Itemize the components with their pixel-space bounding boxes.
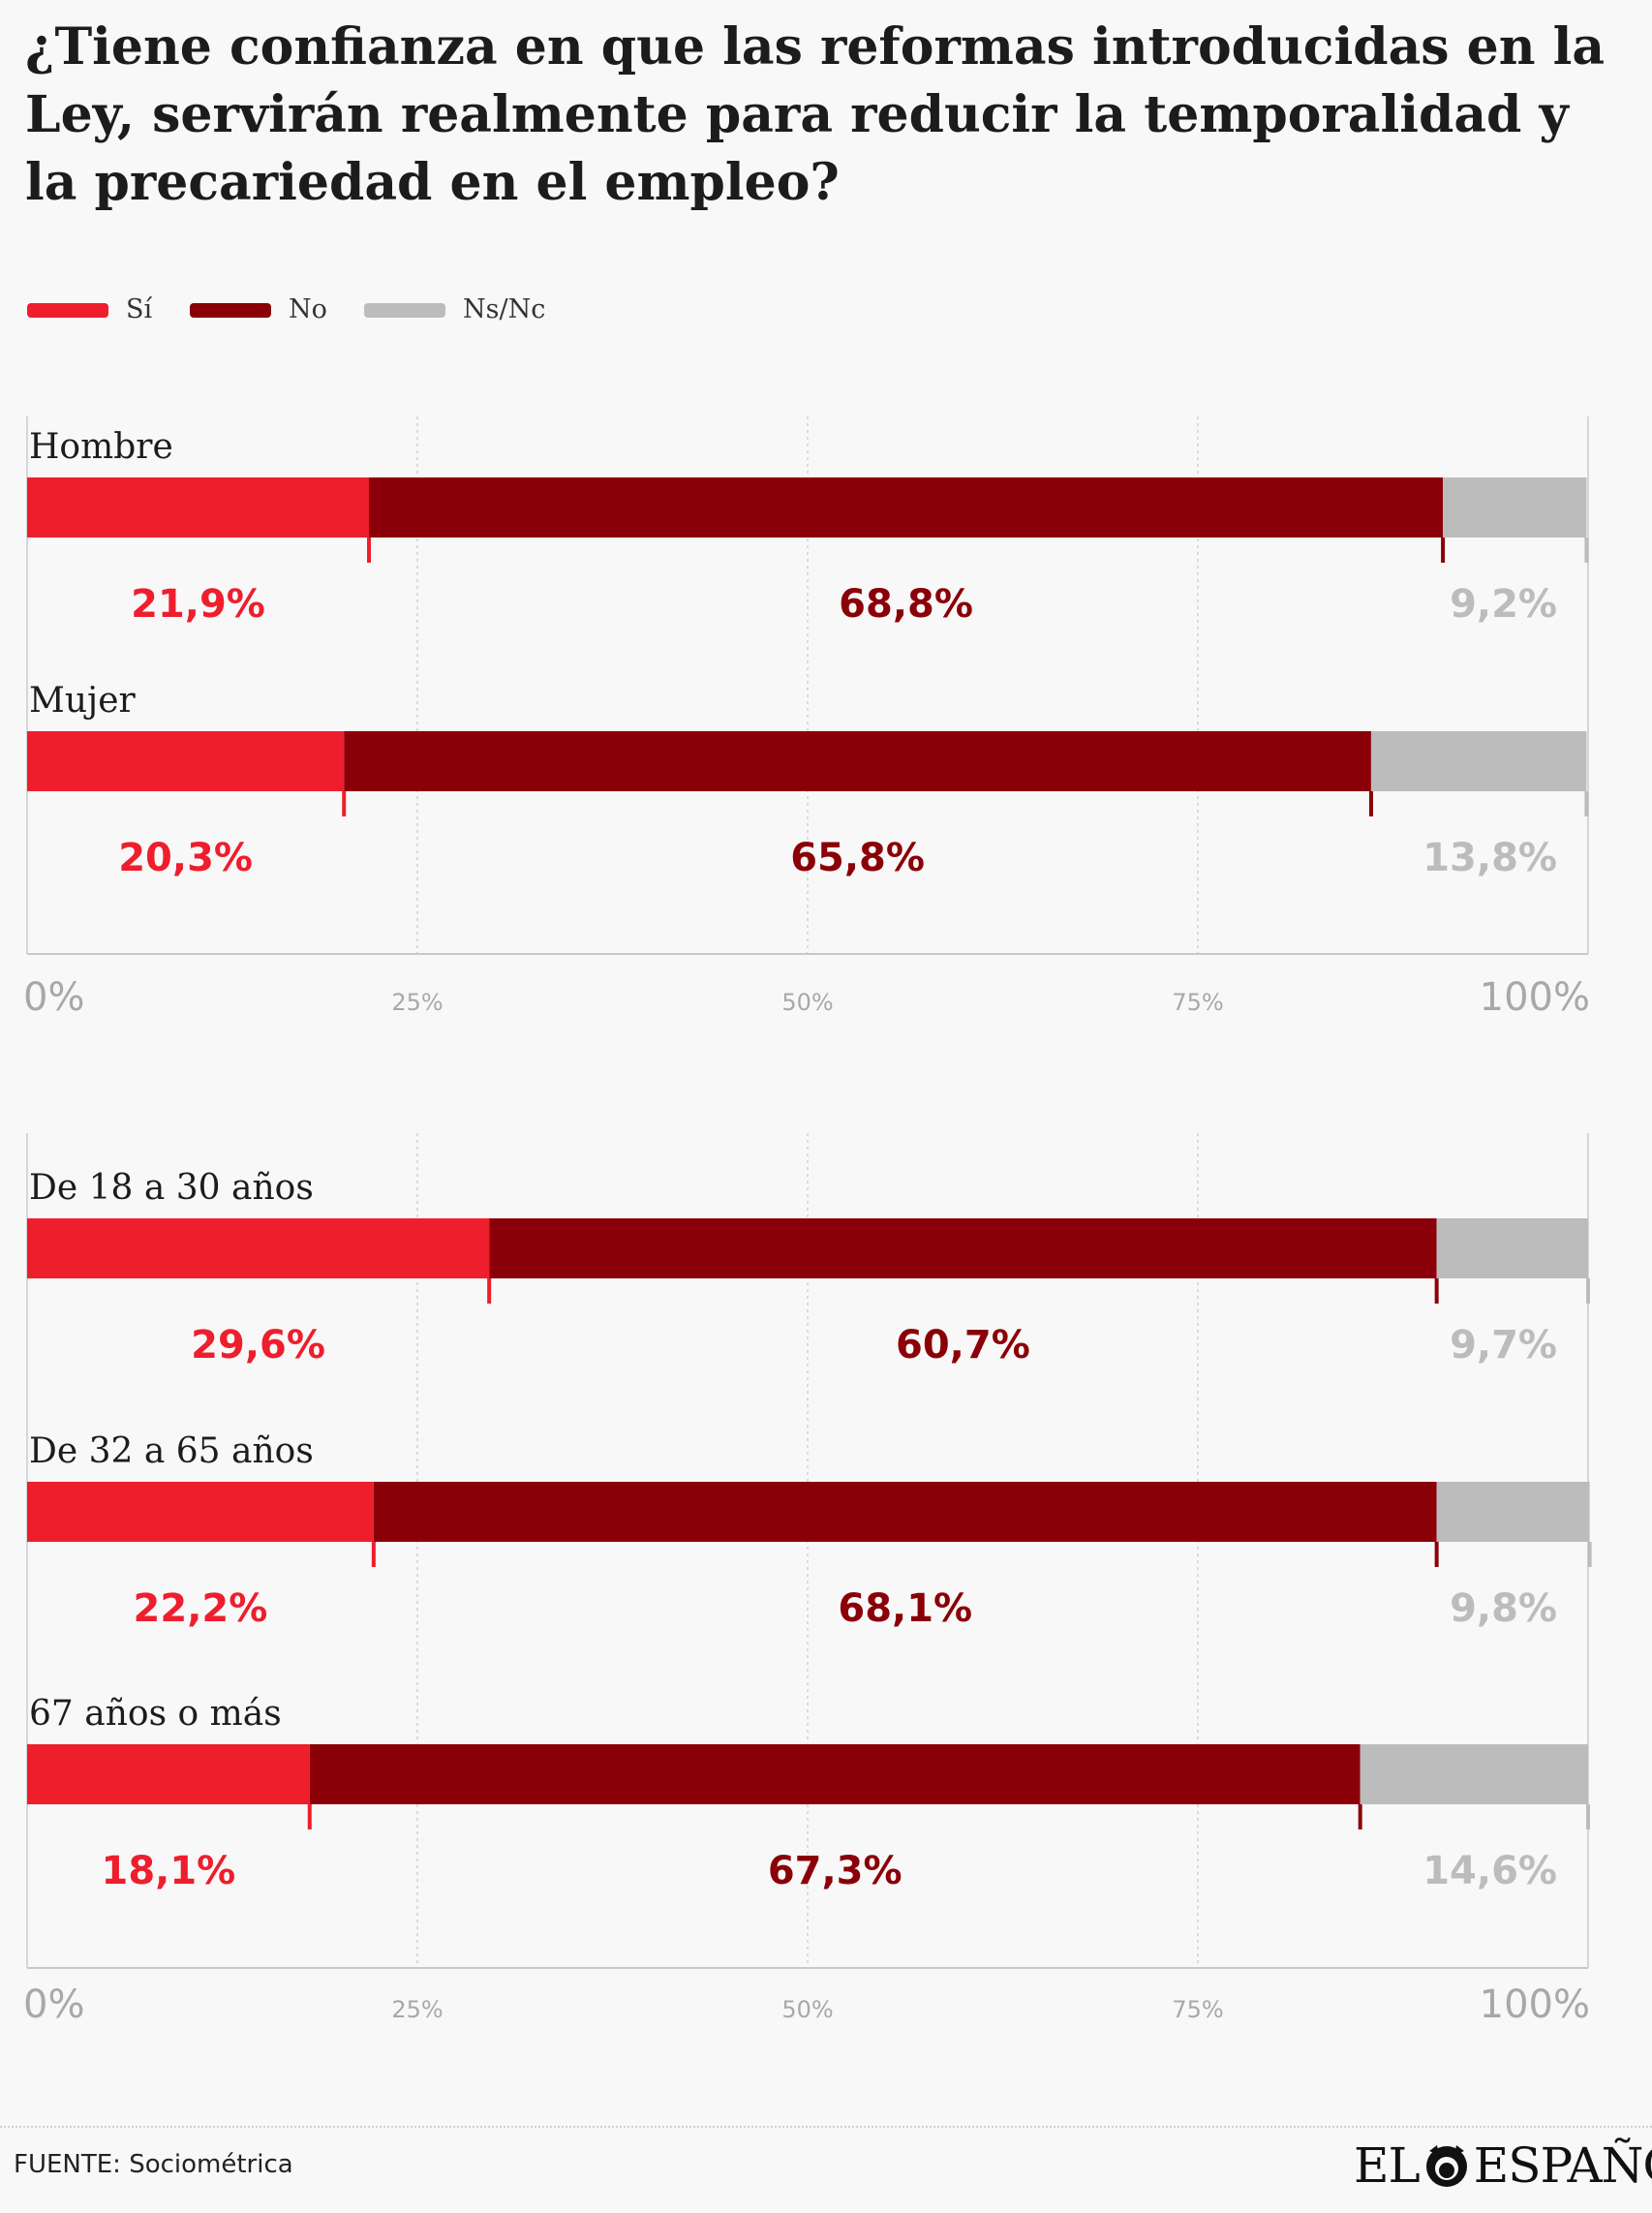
data-label-nsnc: 13,8% <box>1423 836 1557 880</box>
data-label-no: 68,8% <box>839 582 973 627</box>
data-label-no: 65,8% <box>790 836 925 880</box>
bar-segment-si <box>27 1218 490 1278</box>
category-label: De 32 a 65 años <box>29 1431 314 1471</box>
legend-label-nsnc: Ns/Nc <box>463 294 546 324</box>
data-label-si: 21,9% <box>131 582 265 627</box>
bar-segment-nsnc <box>1370 731 1587 791</box>
bar-segment-nsnc <box>1436 1482 1590 1542</box>
data-label-nsnc: 9,7% <box>1450 1323 1557 1368</box>
lion-head-icon <box>1425 2145 1467 2187</box>
bar-segment-no <box>373 1482 1437 1542</box>
brand-text-left: EL <box>1354 2137 1421 2194</box>
x-tick-label: 100% <box>1480 975 1590 1020</box>
brand-logo: EL ESPAÑOL <box>1354 2136 1652 2195</box>
x-tick-label: 100% <box>1480 1982 1590 2027</box>
x-tick-label: 0% <box>23 1982 84 2027</box>
x-tick-label: 25% <box>391 989 443 1016</box>
category-label: 67 años o más <box>29 1694 282 1734</box>
bar-segment-no <box>369 477 1444 538</box>
legend-label-si: Sí <box>126 294 153 324</box>
legend-swatch-si <box>27 303 108 318</box>
data-label-si: 18,1% <box>101 1849 235 1893</box>
source-note: FUENTE: Sociométrica <box>14 2150 293 2179</box>
bar-segment-no <box>489 1218 1437 1278</box>
data-label-si: 29,6% <box>191 1323 325 1368</box>
legend-label-no: No <box>289 294 327 324</box>
data-label-si: 22,2% <box>134 1586 268 1631</box>
chart-area: 0% 25% 50% 75% 100% Hombre 21,9% 68,8% 9,2% Mujer… <box>23 416 1592 2027</box>
legend-swatch-nsnc <box>364 303 445 318</box>
bar-segment-si <box>27 731 345 791</box>
x-tick-label: 50% <box>781 1996 833 2023</box>
bar-segment-nsnc <box>1360 1744 1588 1804</box>
x-tick-label: 0% <box>23 975 84 1020</box>
x-tick-label: 50% <box>781 989 833 1016</box>
bar-segment-si <box>27 477 370 538</box>
category-label: Mujer <box>29 681 137 721</box>
bar-segment-nsnc <box>1436 1218 1588 1278</box>
category-label: Hombre <box>29 427 173 467</box>
data-label-nsnc: 9,2% <box>1450 582 1557 627</box>
category-label: De 18 a 30 años <box>29 1168 314 1208</box>
data-label-nsnc: 14,6% <box>1423 1849 1557 1893</box>
x-tick-label: 75% <box>1172 989 1223 1016</box>
legend-swatch-no <box>190 303 271 318</box>
bar-segment-nsnc <box>1443 477 1587 538</box>
footer-divider <box>0 2126 1652 2128</box>
x-tick-label: 25% <box>391 1996 443 2023</box>
data-label-no: 68,1% <box>838 1586 972 1631</box>
bar-segment-no <box>344 731 1371 791</box>
data-label-no: 67,3% <box>768 1849 902 1893</box>
chart-title: ¿Tiene confianza en que las reformas int… <box>25 17 1606 212</box>
brand-text-right: ESPAÑOL <box>1473 2137 1652 2194</box>
x-tick-label: 75% <box>1172 1996 1223 2023</box>
bar-segment-no <box>309 1744 1361 1804</box>
data-label-nsnc: 9,8% <box>1450 1586 1557 1631</box>
data-label-no: 60,7% <box>896 1323 1030 1368</box>
data-label-si: 20,3% <box>118 836 253 880</box>
bar-segment-si <box>27 1482 374 1542</box>
bar-segment-si <box>27 1744 310 1804</box>
